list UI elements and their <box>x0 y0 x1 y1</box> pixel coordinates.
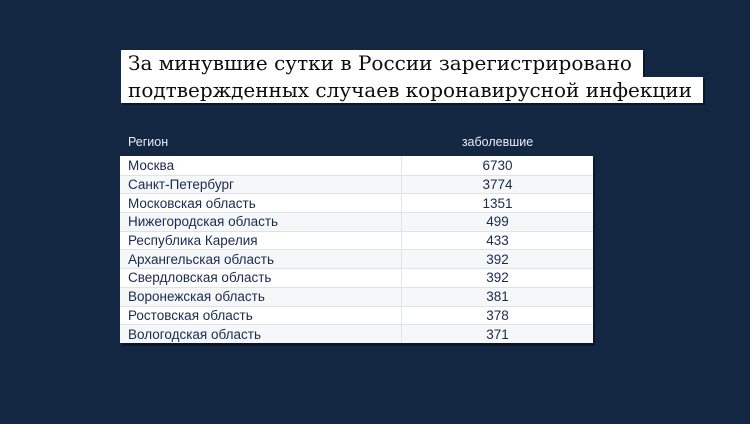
cases-cell: 1351 <box>482 195 513 211</box>
cases-cell: 381 <box>486 289 509 305</box>
cases-cell: 433 <box>486 233 509 249</box>
table-row: Вологодская область 371 <box>120 324 593 343</box>
table-row: Воронежская область 381 <box>120 286 593 306</box>
cases-cell: 392 <box>486 251 509 267</box>
cases-cell: 3774 <box>482 177 513 193</box>
cases-cell: 6730 <box>482 157 513 173</box>
table-row: Архангельская область 392 <box>120 249 593 269</box>
table-row: Москва 6730 <box>120 156 593 175</box>
cases-cell: 392 <box>486 270 509 286</box>
cases-cell: 371 <box>486 326 509 342</box>
title-line-1: За минувшие сутки в России зарегистриров… <box>121 50 643 77</box>
region-cell: Московская область <box>120 194 402 213</box>
table-row: Санкт-Петербург 3774 <box>120 174 593 194</box>
region-cell: Ростовская область <box>120 306 402 325</box>
region-cell: Нижегородская область <box>120 213 402 231</box>
title-line-2: подтвержденных случаев коронавирусной ин… <box>121 76 703 103</box>
table-row: Свердловская область 392 <box>120 268 593 287</box>
region-cell: Воронежская область <box>120 287 402 306</box>
cases-cell: 499 <box>486 214 509 230</box>
column-header-cases: заболевшие <box>461 135 534 149</box>
region-cell: Республика Карелия <box>120 231 402 250</box>
table-row: Нижегородская область 499 <box>120 212 593 231</box>
data-table: Москва 6730 Санкт-Петербург 3774 Московская … <box>120 156 593 343</box>
region-cell: Архангельская область <box>120 250 402 269</box>
region-cell: Свердловская область <box>120 269 402 287</box>
title-block: За минувшие сутки в России зарегистриров… <box>121 50 703 103</box>
cases-cell: 378 <box>486 307 509 323</box>
region-cell: Москва <box>120 156 402 175</box>
region-cell: Вологодская область <box>120 325 402 343</box>
table-row: Ростовская область 378 <box>120 305 593 325</box>
table-row: Московская область 1351 <box>120 193 593 213</box>
table-header: Регион заболевшие <box>120 135 593 150</box>
column-header-region: Регион <box>128 135 169 149</box>
table-row: Республика Карелия 433 <box>120 230 593 250</box>
region-cell: Санкт-Петербург <box>120 175 402 194</box>
